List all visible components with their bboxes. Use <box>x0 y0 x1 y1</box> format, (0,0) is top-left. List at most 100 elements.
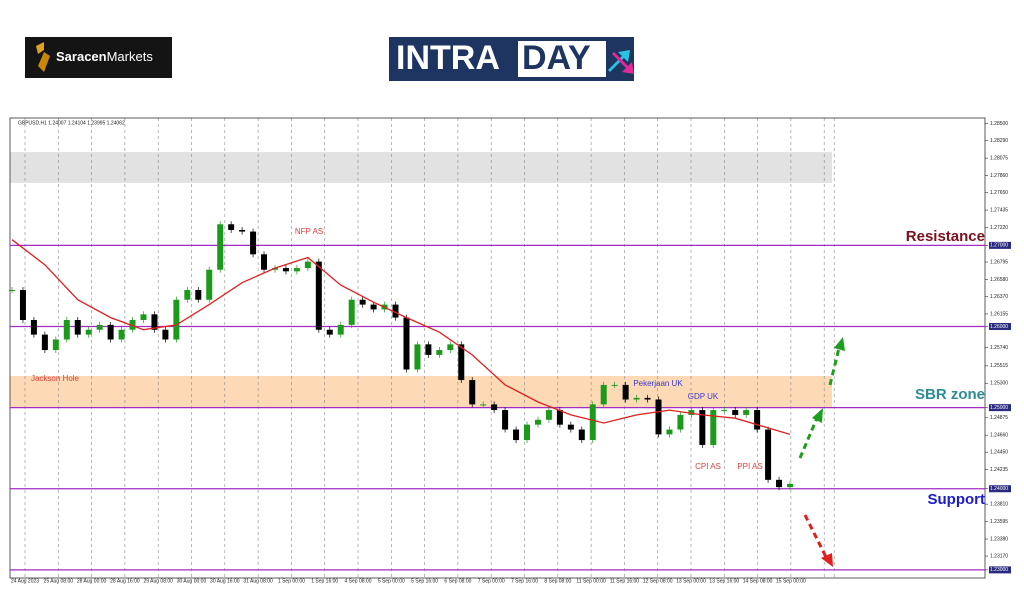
candle <box>666 429 673 435</box>
y-tick-label: 1.26370 <box>990 294 1008 300</box>
y-tick-label: 1.27220 <box>990 225 1008 231</box>
candle <box>217 224 224 270</box>
x-tick-label: 7 Sep 00:00 <box>478 578 505 584</box>
y-tick-label: 1.26580 <box>990 277 1008 283</box>
candle <box>491 404 498 411</box>
y-tick-label: 1.25515 <box>990 363 1008 369</box>
level-tag <box>989 485 1011 493</box>
y-tick-label: 1.25300 <box>990 381 1008 387</box>
candle <box>710 410 717 445</box>
candle <box>513 429 520 441</box>
y-tick-label: 1.28290 <box>990 138 1008 144</box>
candle <box>622 384 629 400</box>
candle <box>567 424 574 430</box>
x-tick-label: 24 Aug 2023 <box>11 578 39 584</box>
plot-frame <box>9 117 986 579</box>
candle <box>469 380 476 405</box>
annotation: CPI AS <box>695 462 721 471</box>
candle <box>96 324 103 330</box>
x-tick-label: 7 Sep 16:00 <box>511 578 538 584</box>
candle <box>118 329 125 340</box>
candle <box>688 410 695 415</box>
candle <box>765 429 772 480</box>
x-tick-label: 1 Sep 16:00 <box>311 578 338 584</box>
candle <box>545 410 552 420</box>
candle <box>403 317 410 370</box>
candle <box>534 419 541 425</box>
candle <box>677 414 684 430</box>
y-tick-label: 1.25000 <box>990 405 1008 411</box>
x-tick-label: 13 Sep 00:00 <box>676 578 706 584</box>
chart-info: GBPUSD,H1 1.24007 1.24104 1.23995 1.2406… <box>18 120 125 126</box>
x-tick-label: 12 Sep 08:00 <box>643 578 673 584</box>
candle <box>348 299 355 325</box>
logo-arrow <box>612 52 634 74</box>
candle <box>644 397 651 400</box>
candle <box>447 344 454 351</box>
y-tick-label: 1.27435 <box>990 207 1008 213</box>
candle <box>600 384 607 405</box>
y-tick-label: 1.26155 <box>990 311 1008 317</box>
arrowhead <box>834 337 845 351</box>
annotation: Jackson Hole <box>31 374 80 383</box>
y-tick-label: 1.25740 <box>990 345 1008 351</box>
candle <box>107 324 114 340</box>
candle <box>436 350 443 355</box>
candle <box>502 410 509 430</box>
candle <box>162 329 169 340</box>
zone <box>10 152 832 183</box>
y-tick-label: 1.24660 <box>990 433 1008 439</box>
saracen-logo <box>25 37 172 78</box>
x-tick-label: 1 Sep 00:00 <box>278 578 305 584</box>
y-tick-label: 1.28075 <box>990 155 1008 161</box>
candle <box>315 261 322 330</box>
candle <box>293 268 300 272</box>
candle <box>195 289 202 300</box>
y-tick-label: 1.26000 <box>990 324 1008 330</box>
candle <box>732 410 739 415</box>
x-tick-label: 8 Sep 08:00 <box>544 578 571 584</box>
candle <box>359 299 366 305</box>
logo-text: DAY <box>522 39 591 77</box>
candle <box>787 483 793 488</box>
x-tick-label: 30 Aug 00:00 <box>177 578 207 584</box>
candle <box>721 410 728 412</box>
candle <box>41 334 48 351</box>
y-tick-label: 1.23170 <box>990 553 1008 559</box>
candle <box>304 261 311 269</box>
y-tick-label: 1.27860 <box>990 173 1008 179</box>
y-tick-label: 1.24875 <box>990 415 1008 421</box>
chart: 24 Aug 2023 25 Aug 08:00 28 Aug 00:00 28 Au… <box>9 117 1011 584</box>
candle <box>337 324 344 335</box>
candle <box>414 344 421 370</box>
zone-label: Resistance <box>906 228 985 245</box>
candle <box>239 229 246 232</box>
candle <box>458 344 465 381</box>
candle <box>151 314 158 330</box>
brand-b: Markets <box>107 49 154 64</box>
candle <box>30 320 37 335</box>
candle <box>173 299 180 340</box>
y-tick-label: 1.23595 <box>990 519 1008 525</box>
x-tick-label: 11 Sep 16:00 <box>610 578 640 584</box>
x-tick-label: 31 Aug 08:00 <box>243 578 273 584</box>
y-tick-label: 1.28500 <box>990 121 1008 127</box>
candle <box>425 344 432 355</box>
annotation: GDP UK <box>688 392 719 401</box>
logo-text: INTRA <box>396 39 500 77</box>
y-tick-label: 1.26795 <box>990 259 1008 265</box>
y-tick-label: 1.23810 <box>990 502 1008 508</box>
y-tick-label: 1.23380 <box>990 536 1008 542</box>
zone-label: SBR zone <box>915 386 985 403</box>
y-tick-label: 1.24235 <box>990 467 1008 473</box>
candle <box>611 384 618 386</box>
y-tick-label: 1.27000 <box>990 243 1008 249</box>
y-tick-label: 1.23000 <box>990 567 1008 573</box>
zone-label: Support <box>928 491 986 508</box>
candle <box>63 320 70 340</box>
candle <box>589 404 596 441</box>
arrow-up <box>828 347 841 386</box>
candle <box>480 404 487 406</box>
moving-average <box>11 239 791 436</box>
x-tick-label: 13 Sep 16:00 <box>709 578 739 584</box>
